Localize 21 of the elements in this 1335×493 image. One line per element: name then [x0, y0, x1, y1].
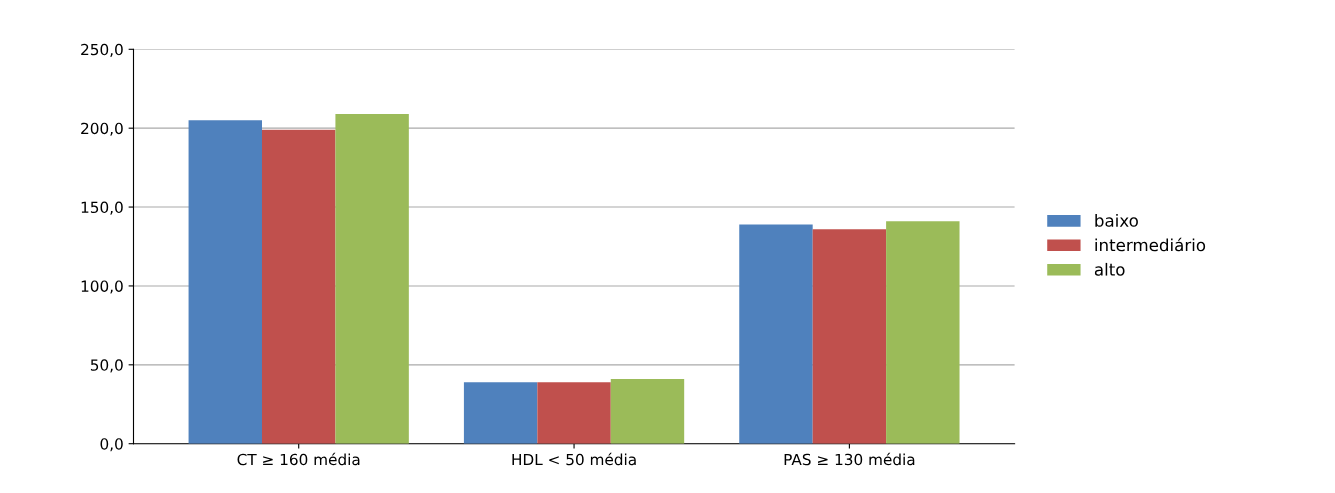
x-tick-label: PAS ≥ 130 média	[784, 452, 915, 466]
bar	[739, 224, 813, 444]
legend-label: alto	[1094, 262, 1125, 276]
legend-label: intermediário	[1095, 237, 1206, 252]
bar	[537, 382, 611, 444]
bar	[188, 120, 262, 444]
x-tick-label: CT ≥ 160 média	[237, 452, 360, 466]
y-tick-label: 0,0	[100, 438, 123, 452]
bar	[335, 113, 409, 444]
bar	[610, 379, 685, 444]
y-tick-label: 100,0	[81, 280, 123, 294]
bar	[463, 382, 538, 444]
x-tick-label: HDL < 50 média	[512, 452, 636, 466]
bar	[886, 221, 960, 444]
y-tick-label: 200,0	[81, 122, 123, 136]
legend-label: baixo	[1095, 213, 1138, 227]
y-tick-label: 150,0	[81, 201, 123, 215]
bar	[261, 129, 336, 444]
bar	[812, 229, 887, 444]
y-tick-label: 50,0	[90, 359, 123, 373]
y-tick-label: 250,0	[81, 43, 123, 57]
